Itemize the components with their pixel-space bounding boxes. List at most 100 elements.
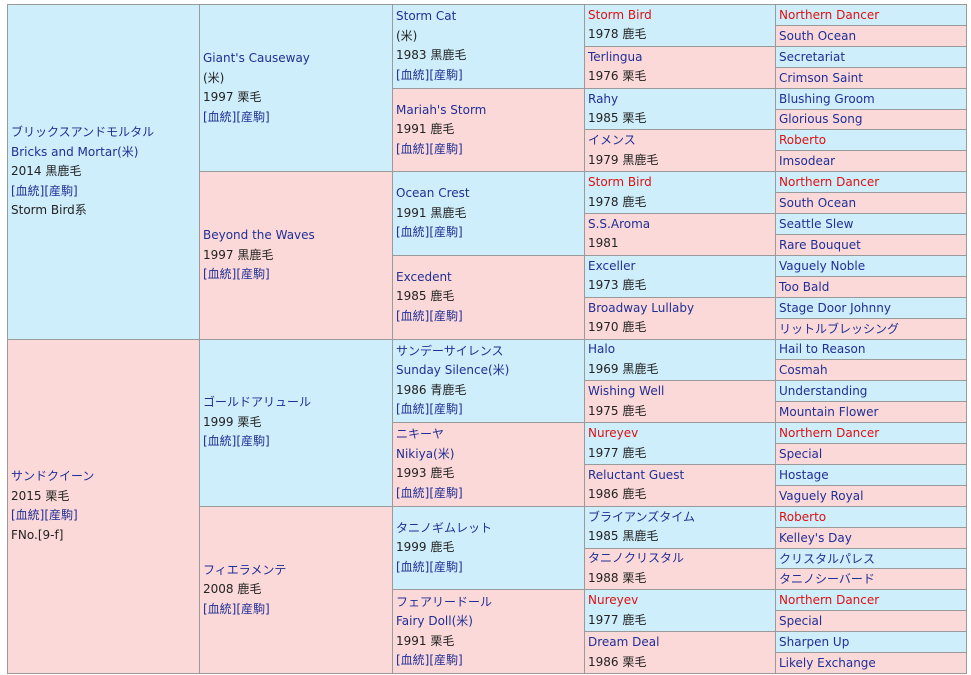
gen5-name[interactable]: Too Bald — [779, 279, 830, 294]
gen5-name[interactable]: Likely Exchange — [779, 656, 876, 671]
gen5-name[interactable]: Vaguely Noble — [779, 258, 866, 273]
gen3-name-en[interactable]: Sunday Silence(米) — [396, 363, 510, 378]
progeny-link[interactable]: [産駒] — [44, 508, 78, 523]
progeny-link[interactable]: [産駒] — [429, 225, 463, 240]
gen4-name[interactable]: Dream Deal — [588, 635, 660, 650]
pedigree-link[interactable]: [血統] — [396, 308, 430, 323]
gen5-cell-28: Northern Dancer — [775, 589, 967, 612]
gen4-name[interactable]: Exceller — [588, 258, 636, 273]
gen5-name[interactable]: リットルブレッシング — [779, 321, 900, 336]
gen3-name[interactable]: タニノギムレット — [396, 520, 493, 535]
sire-name-en[interactable]: Bricks and Mortar(米) — [11, 144, 139, 159]
progeny-link[interactable]: [産駒] — [429, 67, 463, 82]
gen5-name[interactable]: Glorious Song — [779, 112, 863, 127]
gen2-dam-sire-name[interactable]: ゴールドアリュール — [203, 395, 312, 410]
gen5-name[interactable]: Stage Door Johnny — [779, 300, 891, 315]
dam-name-jp[interactable]: サンドクイーン — [11, 469, 95, 484]
gen5-name[interactable]: South Ocean — [779, 28, 857, 43]
gen4-name[interactable]: Storm Bird — [588, 175, 652, 190]
gen5-name[interactable]: Imsodear — [779, 154, 836, 169]
progeny-link[interactable]: [産駒] — [429, 308, 463, 323]
gen5-name[interactable]: Sharpen Up — [779, 635, 850, 650]
gen5-name[interactable]: Special — [779, 614, 823, 629]
gen3-name[interactable]: Storm Cat — [396, 9, 457, 24]
pedigree-link[interactable]: [血統] — [396, 225, 430, 240]
gen5-name[interactable]: Northern Dancer — [779, 426, 880, 441]
gen3-name[interactable]: ニキーヤ — [396, 427, 445, 442]
gen3-name[interactable]: Mariah's Storm — [396, 102, 487, 117]
pedigree-link[interactable]: [血統] — [396, 485, 430, 500]
gen4-name[interactable]: Broadway Lullaby — [588, 300, 695, 315]
gen3-name[interactable]: Ocean Crest — [396, 186, 470, 201]
progeny-link[interactable]: [産駒] — [429, 653, 463, 668]
gen4-name[interactable]: Terlingua — [588, 49, 643, 64]
gen3-name[interactable]: Excedent — [396, 269, 452, 284]
pedigree-link[interactable]: [血統] — [11, 508, 45, 523]
pedigree-link[interactable]: [血統] — [203, 601, 237, 616]
gen4-name[interactable]: Nureyev — [588, 593, 639, 608]
gen5-name[interactable]: Hail to Reason — [779, 342, 866, 357]
gen2-sire-dam-name[interactable]: Beyond the Waves — [203, 228, 315, 243]
gen4-name[interactable]: タニノクリスタル — [588, 551, 685, 566]
gen4-info: 1981 — [588, 236, 619, 251]
pedigree-link[interactable]: [血統] — [396, 559, 430, 574]
progeny-link[interactable]: [産駒] — [236, 601, 270, 616]
pedigree-link[interactable]: [血統] — [396, 67, 430, 82]
progeny-link[interactable]: [産駒] — [236, 109, 270, 124]
gen5-name[interactable]: Rare Bouquet — [779, 237, 861, 252]
gen5-name[interactable]: Cosmah — [779, 363, 828, 378]
gen4-name[interactable]: Wishing Well — [588, 384, 665, 399]
pedigree-link[interactable]: [血統] — [203, 109, 237, 124]
pedigree-link[interactable]: [血統] — [396, 653, 430, 668]
gen4-name[interactable]: イメンス — [588, 133, 636, 148]
gen4-name[interactable]: Storm Bird — [588, 7, 652, 22]
gen4-name[interactable]: Rahy — [588, 91, 619, 106]
gen5-name[interactable]: Kelley's Day — [779, 530, 852, 545]
progeny-link[interactable]: [産駒] — [236, 434, 270, 449]
gen3-name[interactable]: フェアリードール — [396, 594, 493, 609]
gen5-name[interactable]: Special — [779, 446, 823, 461]
gen5-name[interactable]: Crimson Saint — [779, 70, 863, 85]
progeny-link[interactable]: [産駒] — [44, 183, 78, 198]
pedigree-link[interactable]: [血統] — [203, 434, 237, 449]
gen3-info: 1986 青鹿毛 — [396, 382, 467, 397]
gen5-name[interactable]: Hostage — [779, 467, 829, 482]
gen2-dam-dam-name[interactable]: フィエラメンテ — [203, 562, 287, 577]
progeny-link[interactable]: [産駒] — [429, 559, 463, 574]
sire-name-jp[interactable]: ブリックスアンドモルタル — [11, 125, 155, 139]
gen2-sire-sire-name[interactable]: Giant's Causeway — [203, 51, 310, 66]
pedigree-link[interactable]: [血統] — [203, 267, 237, 282]
gen3-name-en[interactable]: Fairy Doll(米) — [396, 614, 473, 629]
gen4-name[interactable]: Reluctant Guest — [588, 467, 685, 482]
pedigree-link[interactable]: [血統] — [11, 183, 45, 198]
progeny-link[interactable]: [産駒] — [429, 141, 463, 156]
gen5-name[interactable]: Roberto — [779, 133, 827, 148]
gen3-name[interactable]: サンデーサイレンス — [396, 343, 504, 358]
gen5-name[interactable]: Secretariat — [779, 49, 846, 64]
gen5-name[interactable]: Northern Dancer — [779, 7, 880, 22]
progeny-link[interactable]: [産駒] — [236, 267, 270, 282]
gen5-name[interactable]: Vaguely Royal — [779, 488, 864, 503]
gen5-name[interactable]: Roberto — [779, 509, 827, 524]
gen5-cell-9: South Ocean — [775, 192, 967, 215]
progeny-link[interactable]: [産駒] — [429, 402, 463, 417]
gen5-cell-30: Sharpen Up — [775, 631, 967, 654]
gen5-name[interactable]: Northern Dancer — [779, 175, 880, 190]
gen3-name-en[interactable]: Nikiya(米) — [396, 446, 455, 461]
gen5-name[interactable]: タニノシーバード — [779, 572, 875, 587]
gen4-name[interactable]: ブライアンズタイム — [588, 509, 696, 524]
gen5-name[interactable]: Mountain Flower — [779, 405, 879, 420]
gen5-name[interactable]: Northern Dancer — [779, 593, 880, 608]
gen4-name[interactable]: S.S.Aroma — [588, 216, 651, 231]
pedigree-link[interactable]: [血統] — [396, 141, 430, 156]
pedigree-link[interactable]: [血統] — [396, 402, 430, 417]
gen5-name[interactable]: クリスタルパレス — [779, 551, 876, 566]
gen5-name[interactable]: South Ocean — [779, 196, 857, 211]
progeny-link[interactable]: [産駒] — [429, 485, 463, 500]
gen4-name[interactable]: Halo — [588, 342, 616, 357]
gen5-name[interactable]: Seattle Slew — [779, 217, 854, 232]
gen5-name[interactable]: Understanding — [779, 384, 868, 399]
gen3-info: 1991 黒鹿毛 — [396, 205, 467, 220]
gen4-name[interactable]: Nureyev — [588, 426, 639, 441]
gen5-name[interactable]: Blushing Groom — [779, 91, 875, 106]
